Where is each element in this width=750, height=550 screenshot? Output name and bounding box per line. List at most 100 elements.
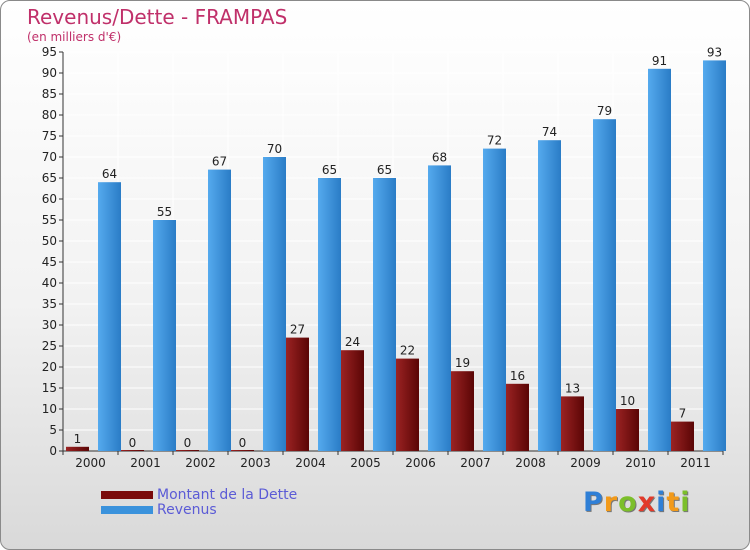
data-label-revenus: 93 — [707, 45, 722, 59]
bar-revenus — [593, 119, 616, 451]
data-label-revenus: 74 — [542, 125, 557, 139]
bar-revenus — [538, 140, 561, 451]
data-label-dette: 22 — [400, 344, 415, 358]
y-tick-label: 90 — [42, 66, 57, 80]
x-tick-label: 2003 — [240, 456, 271, 470]
data-label-revenus: 79 — [597, 104, 612, 118]
x-tick-label: 2006 — [405, 456, 436, 470]
x-tick-label: 2007 — [460, 456, 491, 470]
x-tick-label: 2009 — [570, 456, 601, 470]
x-tick-label: 2001 — [130, 456, 161, 470]
y-tick-label: 55 — [42, 213, 57, 227]
data-label-dette: 19 — [455, 356, 470, 370]
data-label-revenus: 65 — [377, 163, 392, 177]
data-label-revenus: 67 — [212, 155, 227, 169]
y-tick-label: 95 — [42, 45, 57, 59]
y-tick-label: 65 — [42, 171, 57, 185]
bar-dette — [561, 396, 584, 451]
x-tick-label: 2010 — [625, 456, 656, 470]
y-tick-label: 50 — [42, 234, 57, 248]
y-tick-label: 35 — [42, 297, 57, 311]
data-label-dette: 1 — [74, 432, 82, 446]
x-tick-label: 2000 — [75, 456, 106, 470]
data-label-revenus: 72 — [487, 134, 502, 148]
chart-subtitle: (en milliers d'€) — [27, 30, 122, 44]
data-label-revenus: 55 — [157, 205, 172, 219]
logo-letter: r — [603, 487, 619, 518]
bar-revenus — [318, 178, 341, 451]
y-tick-label: 5 — [49, 423, 57, 437]
chart-title: Revenus/Dette - FRAMPAS — [27, 5, 288, 29]
data-label-revenus: 70 — [267, 142, 282, 156]
bar-revenus — [703, 60, 726, 452]
y-tick-label: 45 — [42, 255, 57, 269]
bar-dette — [231, 450, 254, 451]
y-tick-label: 25 — [42, 339, 57, 353]
data-label-dette: 0 — [129, 436, 137, 450]
bar-revenus — [263, 157, 286, 451]
y-tick-label: 80 — [42, 108, 57, 122]
logo-letter: i — [656, 487, 667, 518]
bar-revenus — [483, 148, 506, 451]
legend-item-dette: Montant de la Dette — [101, 486, 298, 503]
legend-item-revenus: Revenus — [101, 501, 297, 518]
bar-revenus — [208, 169, 231, 451]
legend: Montant de la Dette Revenus — [101, 486, 298, 518]
bar-dette — [671, 421, 694, 451]
data-label-dette: 0 — [184, 436, 192, 450]
y-tick-label: 20 — [42, 360, 57, 374]
data-label-revenus: 65 — [322, 163, 337, 177]
logo-letter: t — [666, 487, 681, 518]
bar-dette — [451, 371, 474, 451]
legend-label-revenus: Revenus — [157, 501, 217, 518]
logo-letter: i — [680, 487, 691, 518]
x-tick-label: 2004 — [295, 456, 326, 470]
y-tick-label: 30 — [42, 318, 57, 332]
y-tick-label: 75 — [42, 129, 57, 143]
y-tick-label: 40 — [42, 276, 57, 290]
bar-dette — [506, 383, 529, 451]
bar-revenus — [428, 165, 451, 451]
data-labels: 1 64 0 55 0 67 0 70 27 65 24 65 22 68 19 72 16 74 13 79 10 91… — [74, 45, 722, 450]
bar-revenus — [648, 68, 671, 452]
legend-swatch-dette — [101, 490, 153, 499]
y-tick-label: 60 — [42, 192, 57, 206]
x-tick-label: 2005 — [350, 456, 381, 470]
data-label-dette: 16 — [510, 369, 525, 383]
data-label-dette: 27 — [290, 323, 305, 337]
y-tick-label: 15 — [42, 381, 57, 395]
y-tick-label: 70 — [42, 150, 57, 164]
y-tick-label: 85 — [42, 87, 57, 101]
logo-letter: o — [618, 487, 638, 518]
bar-dette — [121, 450, 144, 451]
bar-dette — [396, 358, 419, 451]
data-label-dette: 13 — [565, 381, 580, 395]
proxiti-logo: Proxiti — [583, 487, 691, 518]
logo-letter: x — [637, 487, 657, 518]
bar-dette — [616, 409, 639, 451]
data-label-revenus: 64 — [102, 167, 117, 181]
bars — [66, 60, 726, 452]
data-label-revenus: 91 — [652, 54, 667, 68]
y-tick-label: 10 — [42, 402, 57, 416]
y-tick-label: 0 — [49, 444, 57, 458]
bar-dette — [176, 450, 199, 451]
bar-dette — [66, 446, 89, 451]
bar-revenus — [153, 220, 176, 451]
data-label-dette: 0 — [239, 436, 247, 450]
data-label-dette: 7 — [679, 407, 687, 421]
legend-label-dette: Montant de la Dette — [157, 486, 298, 503]
x-tick-label: 2008 — [515, 456, 546, 470]
data-label-dette: 24 — [345, 335, 360, 349]
bar-dette — [286, 337, 309, 451]
data-label-dette: 10 — [620, 394, 635, 408]
legend-swatch-revenus — [101, 505, 153, 514]
x-tick-label: 2011 — [680, 456, 711, 470]
bar-revenus — [373, 178, 396, 451]
data-label-revenus: 68 — [432, 150, 447, 164]
bar-dette — [341, 350, 364, 451]
x-tick-label: 2002 — [185, 456, 216, 470]
logo-letter: P — [583, 487, 604, 518]
bar-revenus — [98, 182, 121, 451]
